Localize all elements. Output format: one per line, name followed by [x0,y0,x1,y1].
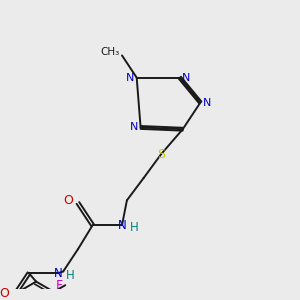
Text: H: H [130,221,138,234]
Text: O: O [0,286,10,299]
Text: N: N [182,73,190,83]
Text: N: N [203,98,211,108]
Text: N: N [130,122,138,132]
Text: N: N [126,73,134,83]
Text: O: O [63,194,73,207]
Text: S: S [157,148,165,160]
Text: CH₃: CH₃ [100,47,120,57]
Text: N: N [118,219,126,232]
Text: N: N [54,267,63,280]
Text: H: H [66,269,75,282]
Text: F: F [56,279,63,292]
